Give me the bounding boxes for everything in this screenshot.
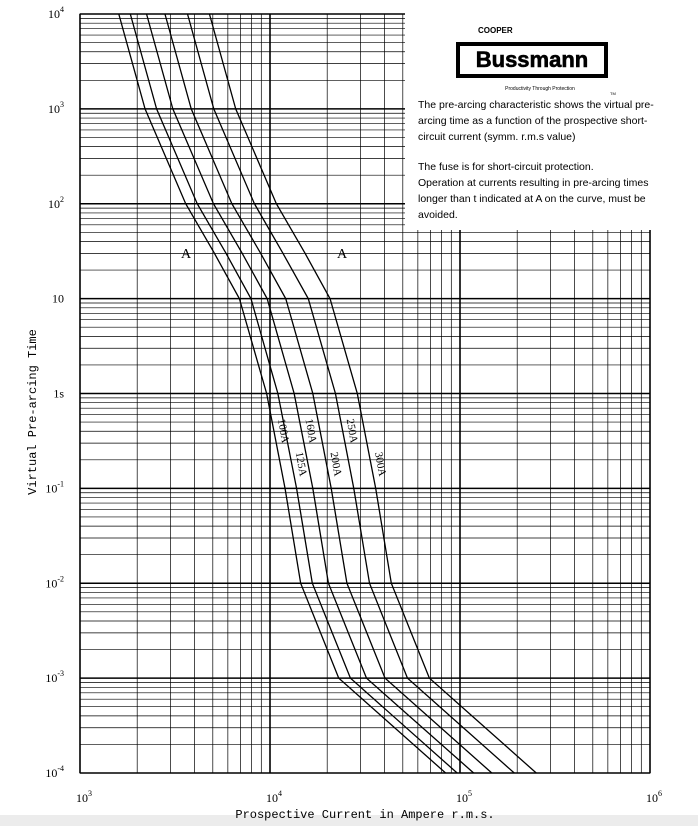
tick-label: 104 bbox=[266, 789, 282, 805]
logo: Bussmann COOPER Productivity Through Pro… bbox=[456, 26, 616, 96]
tick-label: 105 bbox=[456, 789, 472, 805]
tick-label: 102 bbox=[48, 195, 64, 211]
note-line: The fuse is for short-circuit protection… bbox=[418, 161, 594, 173]
plot-frame bbox=[79, 13, 651, 774]
curve-label: 200A bbox=[328, 451, 344, 477]
tick-label: 10-4 bbox=[45, 764, 64, 780]
logo-name: Bussmann bbox=[476, 47, 588, 72]
curve-label: 250A bbox=[344, 418, 360, 444]
curve bbox=[129, 13, 458, 774]
annotation: A bbox=[181, 247, 192, 262]
note-line: The pre-arcing characteristic shows the … bbox=[418, 99, 654, 111]
tick-label: 103 bbox=[76, 789, 92, 805]
x-axis-label: Prospective Current in Ampere r.m.s. bbox=[235, 808, 494, 822]
curve-label: 160A bbox=[303, 418, 319, 444]
tick-label: 10-1 bbox=[45, 479, 64, 495]
tick-label: 104 bbox=[48, 5, 64, 21]
logo-inner bbox=[460, 46, 604, 74]
tick-label: 1s bbox=[53, 387, 64, 401]
curve bbox=[186, 13, 515, 774]
curve bbox=[208, 13, 537, 774]
curve bbox=[145, 13, 475, 774]
logo-tm: TM bbox=[610, 91, 616, 96]
curve-label: 125A bbox=[293, 451, 309, 477]
info-box bbox=[405, 0, 698, 230]
tick-label: 10-2 bbox=[45, 574, 64, 590]
note-line: longer than t indicated at A on the curv… bbox=[418, 193, 646, 205]
note-line: arcing time as a function of the prospec… bbox=[418, 115, 648, 127]
curve bbox=[164, 13, 493, 774]
tick-label: 10 bbox=[52, 292, 64, 306]
annotation: A bbox=[337, 247, 348, 262]
logo-top: COOPER bbox=[478, 26, 513, 35]
y-axis-label: Virtual Pre-arcing Time bbox=[26, 329, 40, 495]
note-line: avoided. bbox=[418, 209, 458, 221]
tick-label: 106 bbox=[646, 789, 662, 805]
notes: The pre-arcing characteristic shows the … bbox=[418, 99, 654, 221]
logo-tagline: Productivity Through Protection bbox=[505, 86, 575, 92]
bottom-bar bbox=[0, 815, 698, 826]
tick-label: 10-3 bbox=[45, 669, 64, 685]
curve bbox=[118, 13, 447, 774]
note-line: circuit current (symm. r.m.s value) bbox=[418, 131, 576, 143]
curve-label: 300A bbox=[372, 451, 388, 477]
note-line: Operation at currents resulting in pre-a… bbox=[418, 177, 649, 189]
tick-label: 103 bbox=[48, 100, 64, 116]
